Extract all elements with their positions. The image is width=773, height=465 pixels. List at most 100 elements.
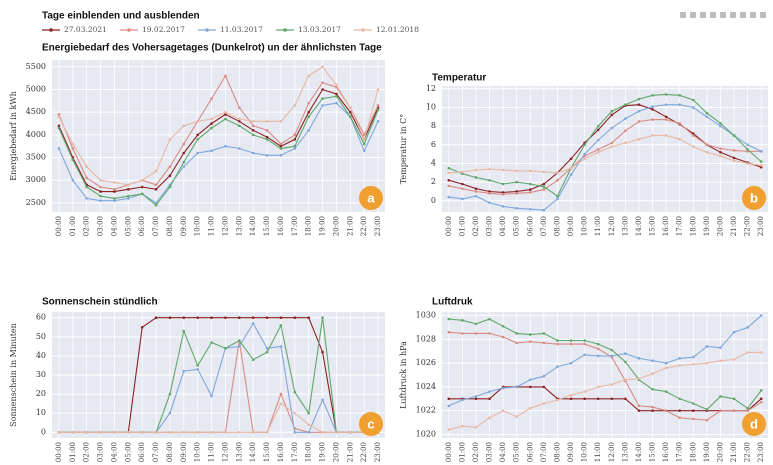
data-point — [182, 142, 186, 146]
data-point — [113, 188, 116, 191]
data-point — [293, 411, 297, 415]
series-line — [448, 315, 762, 407]
data-point — [664, 118, 668, 121]
data-point — [224, 117, 227, 121]
tool-icon[interactable] — [730, 12, 736, 18]
data-point — [251, 124, 255, 128]
data-point — [501, 335, 505, 339]
legend-marker[interactable] — [283, 28, 287, 32]
data-point — [127, 430, 130, 434]
legend-label[interactable]: 13.03.2017 — [298, 25, 341, 34]
data-point — [691, 363, 695, 366]
data-point — [515, 415, 519, 418]
data-point — [759, 165, 763, 169]
x-tick-label: 09:00 — [180, 442, 188, 462]
data-point — [501, 168, 505, 172]
data-point — [678, 137, 682, 141]
legend-marker[interactable] — [361, 28, 365, 32]
legend-marker[interactable] — [49, 28, 53, 32]
data-point — [447, 178, 451, 182]
legend-marker[interactable] — [205, 28, 209, 32]
legend-item[interactable]: 27.03.2021 — [42, 25, 107, 34]
data-point — [664, 93, 668, 96]
data-point — [664, 361, 668, 365]
series-line — [448, 104, 762, 193]
tool-icon[interactable] — [700, 12, 706, 18]
x-tick-label: 07:00 — [152, 442, 160, 462]
data-point — [279, 119, 283, 123]
data-point — [528, 378, 532, 382]
data-point — [224, 110, 227, 114]
data-point — [610, 109, 614, 113]
data-point — [637, 103, 641, 106]
tool-icon[interactable] — [740, 12, 746, 18]
legend-item[interactable]: 13.03.2017 — [276, 25, 341, 34]
legend-label[interactable]: 27.03.2021 — [64, 25, 107, 34]
legend-label[interactable]: 11.03.2017 — [220, 25, 263, 34]
legend-item[interactable]: 19.02.2017 — [120, 25, 185, 34]
x-tick-label: 18:00 — [689, 216, 697, 236]
series-line — [58, 402, 379, 433]
x-tick-label: 05:00 — [513, 442, 521, 462]
data-point — [140, 185, 144, 189]
data-point — [542, 385, 546, 389]
legend-item[interactable]: 11.03.2017 — [198, 25, 263, 34]
legend-label[interactable]: 19.02.2017 — [142, 25, 185, 34]
data-point — [705, 150, 709, 154]
data-point — [349, 115, 352, 119]
data-point — [474, 194, 478, 198]
data-point — [293, 316, 297, 320]
data-point — [624, 360, 627, 364]
tool-icon[interactable] — [690, 12, 696, 18]
legend-item[interactable]: 12.01.2018 — [354, 25, 419, 34]
data-point — [210, 341, 213, 344]
x-tick-label: 14:00 — [249, 442, 257, 462]
data-point — [210, 126, 213, 130]
data-point — [154, 188, 158, 191]
x-tick-label: 06:00 — [526, 216, 534, 236]
data-point — [624, 397, 627, 401]
x-tick-label: 00:00 — [445, 216, 453, 236]
data-point — [265, 153, 269, 157]
data-point — [678, 94, 682, 97]
tool-icon[interactable] — [720, 12, 726, 18]
data-point — [461, 398, 464, 402]
data-point — [759, 314, 763, 317]
data-point — [461, 197, 464, 201]
tool-icon[interactable] — [760, 12, 766, 18]
tool-icon[interactable] — [680, 12, 686, 18]
data-point — [705, 361, 709, 365]
data-point — [461, 424, 464, 428]
data-point — [168, 138, 172, 141]
y-tick-label: 30 — [36, 370, 46, 379]
legend-marker[interactable] — [127, 28, 131, 32]
toolbar[interactable] — [680, 12, 766, 18]
series — [447, 314, 763, 408]
data-point — [501, 192, 505, 196]
series-line — [448, 318, 762, 411]
tool-icon[interactable] — [710, 12, 716, 18]
y-tick-label: 5500 — [26, 62, 46, 71]
data-point — [651, 108, 654, 111]
data-point — [461, 319, 464, 322]
x-tick-label: 05:00 — [124, 216, 132, 236]
data-point — [321, 316, 324, 320]
x-tick-label: 22:00 — [360, 216, 368, 236]
data-point — [113, 190, 116, 193]
x-tick-label: 15:00 — [649, 442, 657, 462]
x-tick-label: 07:00 — [540, 442, 548, 462]
x-tick-label: 03:00 — [97, 216, 105, 236]
x-tick-label: 19:00 — [319, 216, 327, 236]
x-tick-label: 01:00 — [458, 442, 466, 462]
data-point — [542, 341, 546, 345]
legend-label[interactable]: 12.01.2018 — [376, 25, 419, 34]
data-point — [210, 430, 213, 434]
data-point — [279, 324, 283, 327]
data-point — [691, 106, 695, 109]
data-point — [474, 176, 478, 179]
tool-icon[interactable] — [750, 12, 756, 18]
y-tick-label: 8 — [431, 121, 436, 130]
data-point — [569, 342, 573, 346]
badge-circle — [742, 412, 766, 436]
